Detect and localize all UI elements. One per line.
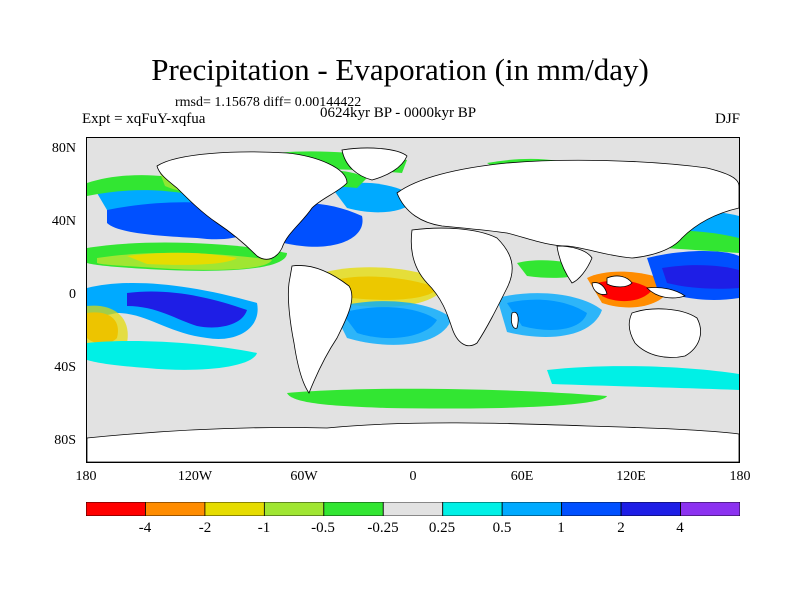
coastlines — [86, 147, 740, 463]
island-borneo — [606, 275, 633, 288]
colorbar-swatch — [382, 501, 444, 517]
field-patch — [332, 182, 417, 213]
lon-label: 60E — [510, 469, 534, 484]
lon-label: 120E — [616, 469, 646, 484]
field-patch — [87, 341, 257, 370]
time-period-text: 0624kyr BP - 0000kyr BP — [320, 105, 477, 121]
colorbar-tick-label: 2 — [617, 520, 625, 536]
lat-label: 40S — [54, 360, 76, 375]
continent-north-america — [156, 151, 348, 260]
lat-label: 0 — [69, 287, 76, 302]
continent-eurasia — [396, 159, 740, 259]
continent-india — [556, 245, 593, 284]
colorbar-tick-label: 0.25 — [428, 520, 456, 536]
pme-field — [86, 138, 740, 463]
colorbar-swatch — [680, 501, 741, 517]
plot-title: Precipitation - Evaporation (in mm/day) — [151, 52, 649, 87]
continent-south-america — [287, 265, 353, 394]
colorbar-swatch — [85, 501, 146, 517]
lon-label: 180 — [75, 469, 97, 484]
field-patch — [287, 388, 607, 409]
lon-label: 60W — [290, 469, 318, 484]
colorbar-tick-label: -4 — [138, 520, 152, 536]
field-patch — [127, 291, 247, 328]
colorbar-swatch — [620, 501, 681, 517]
continent-greenland — [341, 147, 408, 181]
field-patch — [497, 293, 602, 337]
field-patch — [332, 301, 452, 345]
field-patch — [87, 175, 187, 196]
pme-map — [86, 137, 740, 463]
lon-label: 180 — [729, 469, 751, 484]
season-label: DJF — [714, 111, 740, 127]
field-patch — [87, 305, 128, 350]
field-patch — [127, 252, 237, 265]
colorbar-tick-label: 0.5 — [492, 520, 512, 536]
island-sumatra — [591, 282, 608, 295]
colorbar-swatch — [561, 501, 622, 517]
lon-label: 0 — [409, 469, 417, 484]
lat-label: 40N — [51, 214, 76, 229]
colorbar-tick-label: 4 — [676, 520, 684, 536]
colorbar-tick-label: -2 — [198, 520, 212, 536]
lon-label: 120W — [177, 469, 213, 484]
rmsd-diff-text: rmsd= 1.15678 diff= 0.00144422 — [175, 95, 362, 110]
colorbar-tick-label: -0.25 — [367, 520, 399, 536]
island-new-guinea — [646, 287, 686, 299]
colorbar-swatch — [323, 501, 384, 517]
colorbar — [85, 501, 741, 517]
colorbar-swatch — [145, 501, 206, 517]
colorbar-swatch — [204, 501, 265, 517]
colorbar-swatch — [501, 501, 563, 517]
continent-africa — [410, 227, 513, 347]
lat-label: 80S — [54, 433, 76, 448]
continent-antarctica — [86, 422, 740, 463]
colorbar-swatch — [263, 501, 325, 517]
field-patch — [662, 265, 739, 289]
colorbar-swatch — [442, 501, 503, 517]
field-patch — [322, 267, 447, 307]
experiment-label: Expt = xqFuY-xqfua — [82, 111, 206, 127]
continent-australia — [628, 308, 701, 358]
colorbar-tick-label: 1 — [557, 520, 565, 536]
island-madagascar — [510, 311, 519, 329]
colorbar-tick-label: -0.5 — [311, 520, 335, 536]
lat-label: 80N — [51, 141, 76, 156]
colorbar-tick-label: -1 — [257, 520, 271, 536]
field-patch — [547, 366, 739, 390]
colorbar-swatches — [85, 501, 741, 517]
